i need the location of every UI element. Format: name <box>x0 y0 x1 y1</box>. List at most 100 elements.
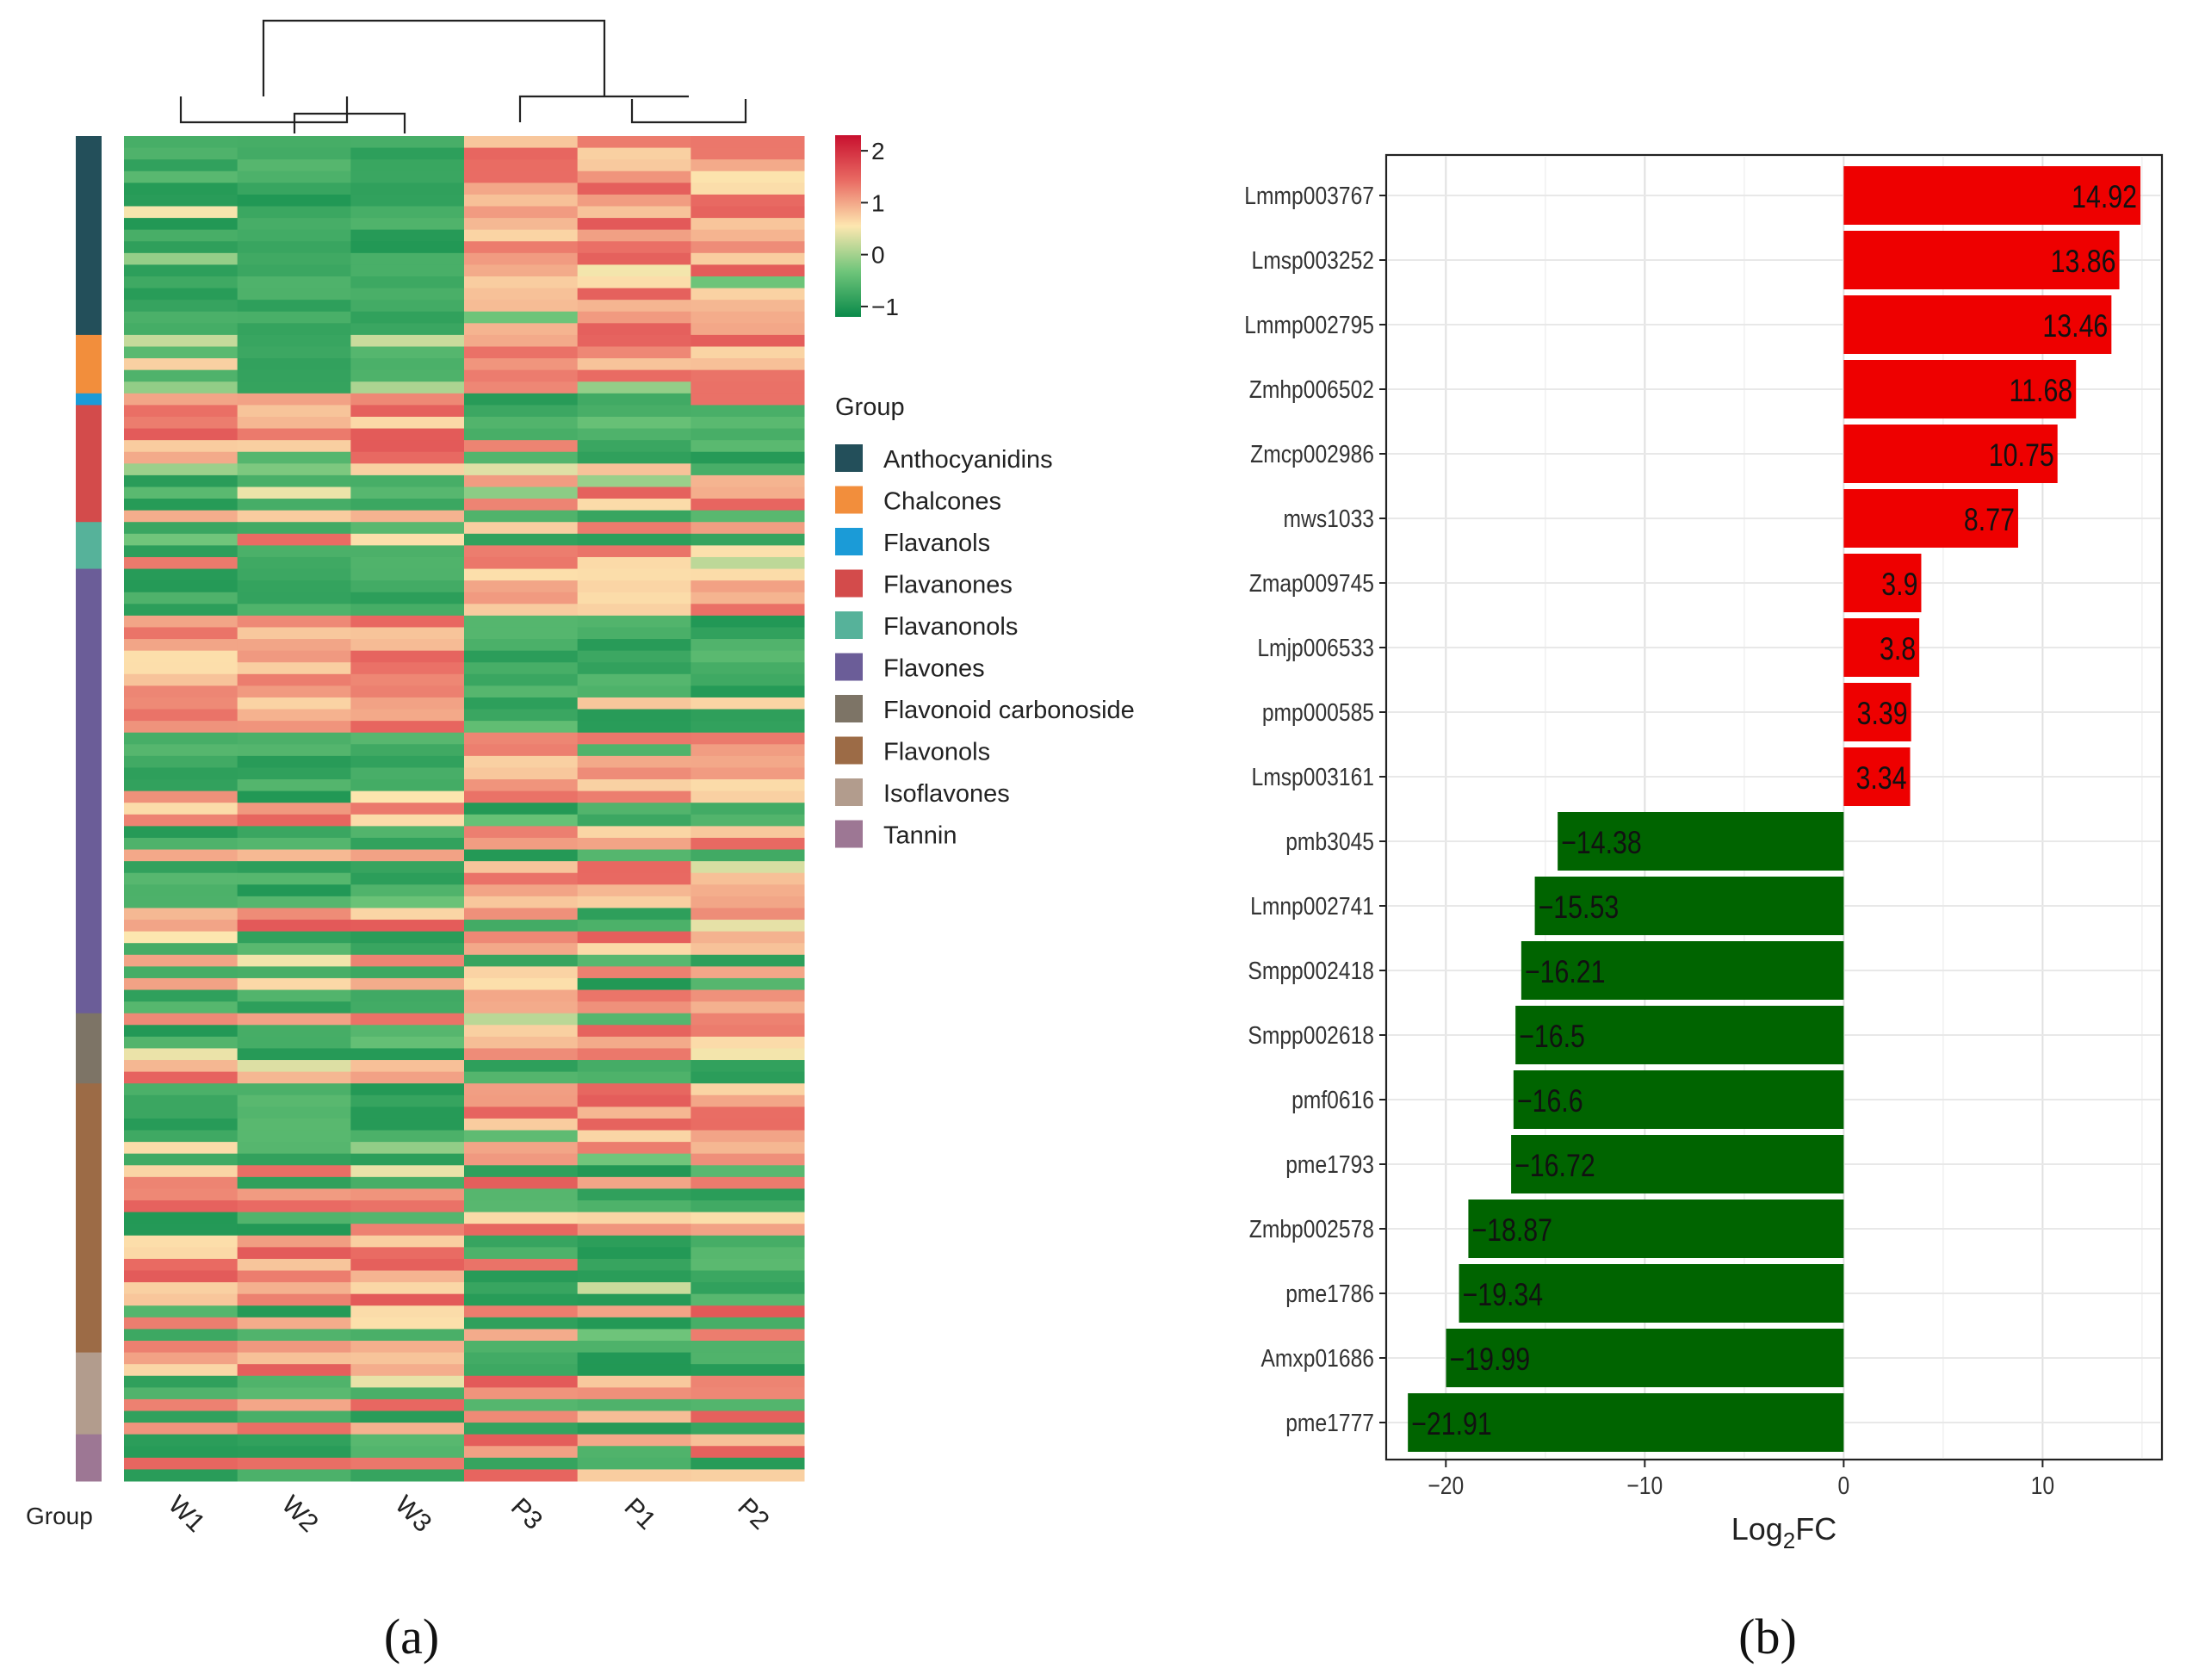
heatmap-cell <box>577 1176 691 1189</box>
heatmap-cell <box>237 604 351 617</box>
heatmap-cell <box>237 861 351 874</box>
heatmap-cell <box>350 1305 465 1318</box>
heatmap-cell <box>124 556 238 570</box>
heatmap-cell <box>464 1423 579 1435</box>
heatmap-cell <box>124 1410 238 1423</box>
heatmap-cell <box>577 1364 691 1377</box>
heatmap-cell <box>350 568 465 581</box>
heatmap-cell <box>350 206 465 219</box>
heatmap-cell <box>464 779 579 792</box>
heatmap-cell <box>577 732 691 745</box>
heatmap-cell <box>350 884 465 897</box>
heatmap-cell <box>237 334 351 347</box>
heatmap-cell <box>124 463 238 476</box>
heatmap-cell <box>350 264 465 277</box>
heatmap-cell <box>691 826 805 839</box>
heatmap-cell <box>237 1341 351 1354</box>
bar <box>1515 1006 1844 1064</box>
heatmap-cell <box>237 405 351 418</box>
heatmap-cell <box>577 1025 691 1038</box>
heatmap-cell <box>124 896 238 908</box>
heatmap-cell <box>691 744 805 757</box>
heatmap-cell <box>464 358 579 371</box>
heatmap-cell <box>350 1270 465 1283</box>
heatmap-cell <box>350 1410 465 1423</box>
heatmap-cell <box>577 744 691 757</box>
heatmap-cell <box>691 241 805 254</box>
heatmap-cell <box>464 977 579 991</box>
heatmap-cell <box>350 650 465 663</box>
heatmap-cell <box>350 136 465 149</box>
heatmap-cell <box>691 1224 805 1237</box>
heatmap-cell <box>577 1083 691 1096</box>
heatmap-cell <box>124 966 238 979</box>
heatmap-cell <box>577 241 691 254</box>
heatmap-cell <box>124 440 238 453</box>
heatmap-cell <box>237 1469 351 1482</box>
heatmap-cell <box>464 884 579 897</box>
heatmap-cell <box>124 369 238 382</box>
heatmap-cell <box>350 662 465 675</box>
heatmap-cell <box>691 849 805 862</box>
heatmap-cell <box>350 1118 465 1131</box>
heatmap-cell <box>350 159 465 172</box>
bar-value-label: −16.21 <box>1525 954 1606 990</box>
heatmap-cell <box>691 1071 805 1084</box>
heatmap-cell <box>691 966 805 979</box>
heatmap-cell <box>350 556 465 570</box>
bar-value-label: 3.34 <box>1855 760 1906 797</box>
heatmap-cell <box>124 288 238 301</box>
heatmap-cell <box>124 393 238 406</box>
heatmap-cell <box>350 463 465 476</box>
heatmap-cell <box>577 346 691 359</box>
bar <box>1459 1264 1844 1323</box>
heatmap-cell <box>124 790 238 803</box>
heatmap-cell <box>691 650 805 663</box>
heatmap-cell <box>464 849 579 862</box>
heatmap-cell <box>124 276 238 289</box>
heatmap-cell <box>691 136 805 149</box>
heatmap-cell <box>124 1446 238 1459</box>
heatmap-cell <box>124 451 238 464</box>
bar-value-label: −16.5 <box>1519 1019 1585 1055</box>
heatmap-cell <box>350 276 465 289</box>
heatmap-cell <box>124 1083 238 1096</box>
heatmap-cell <box>464 405 579 418</box>
heatmap-cell <box>237 1188 351 1201</box>
heatmap-cell <box>124 1282 238 1295</box>
heatmap-cell <box>464 1001 579 1014</box>
legend-swatch <box>835 569 863 598</box>
heatmap-cell <box>124 499 238 511</box>
heatmap-cell <box>464 556 579 570</box>
heatmap-cell <box>237 1247 351 1260</box>
heatmap-cell <box>124 803 238 815</box>
heatmap-cell <box>237 580 351 593</box>
heatmap-cell <box>464 615 579 628</box>
heatmap-cell <box>350 194 465 207</box>
heatmap-cell <box>350 416 465 430</box>
heatmap-cell <box>577 604 691 617</box>
bar <box>1843 554 1922 612</box>
group-bar-segment <box>76 1083 102 1354</box>
group-bar-segment <box>76 334 102 394</box>
legend-swatch <box>835 486 863 514</box>
heatmap-cell <box>237 1083 351 1096</box>
heatmap-cell <box>691 580 805 593</box>
heatmap-cell <box>124 1387 238 1400</box>
bar-value-label: −18.87 <box>1471 1212 1552 1249</box>
heatmap-cell <box>577 1212 691 1224</box>
heatmap-cell <box>464 545 579 558</box>
heatmap-cell <box>691 790 805 803</box>
heatmap-cell <box>350 1317 465 1330</box>
heatmap-cell <box>124 1094 238 1107</box>
heatmap-cell <box>691 334 805 347</box>
heatmap-cell <box>577 264 691 277</box>
heatmap-cell <box>124 1060 238 1073</box>
bar-value-label: 3.9 <box>1881 567 1917 603</box>
heatmap-cell <box>237 779 351 792</box>
heatmap-cell <box>237 639 351 652</box>
heatmap-cell <box>124 218 238 231</box>
heatmap-cell <box>464 627 579 640</box>
bar-value-label: 14.92 <box>2072 179 2137 215</box>
heatmap-cell <box>350 393 465 406</box>
